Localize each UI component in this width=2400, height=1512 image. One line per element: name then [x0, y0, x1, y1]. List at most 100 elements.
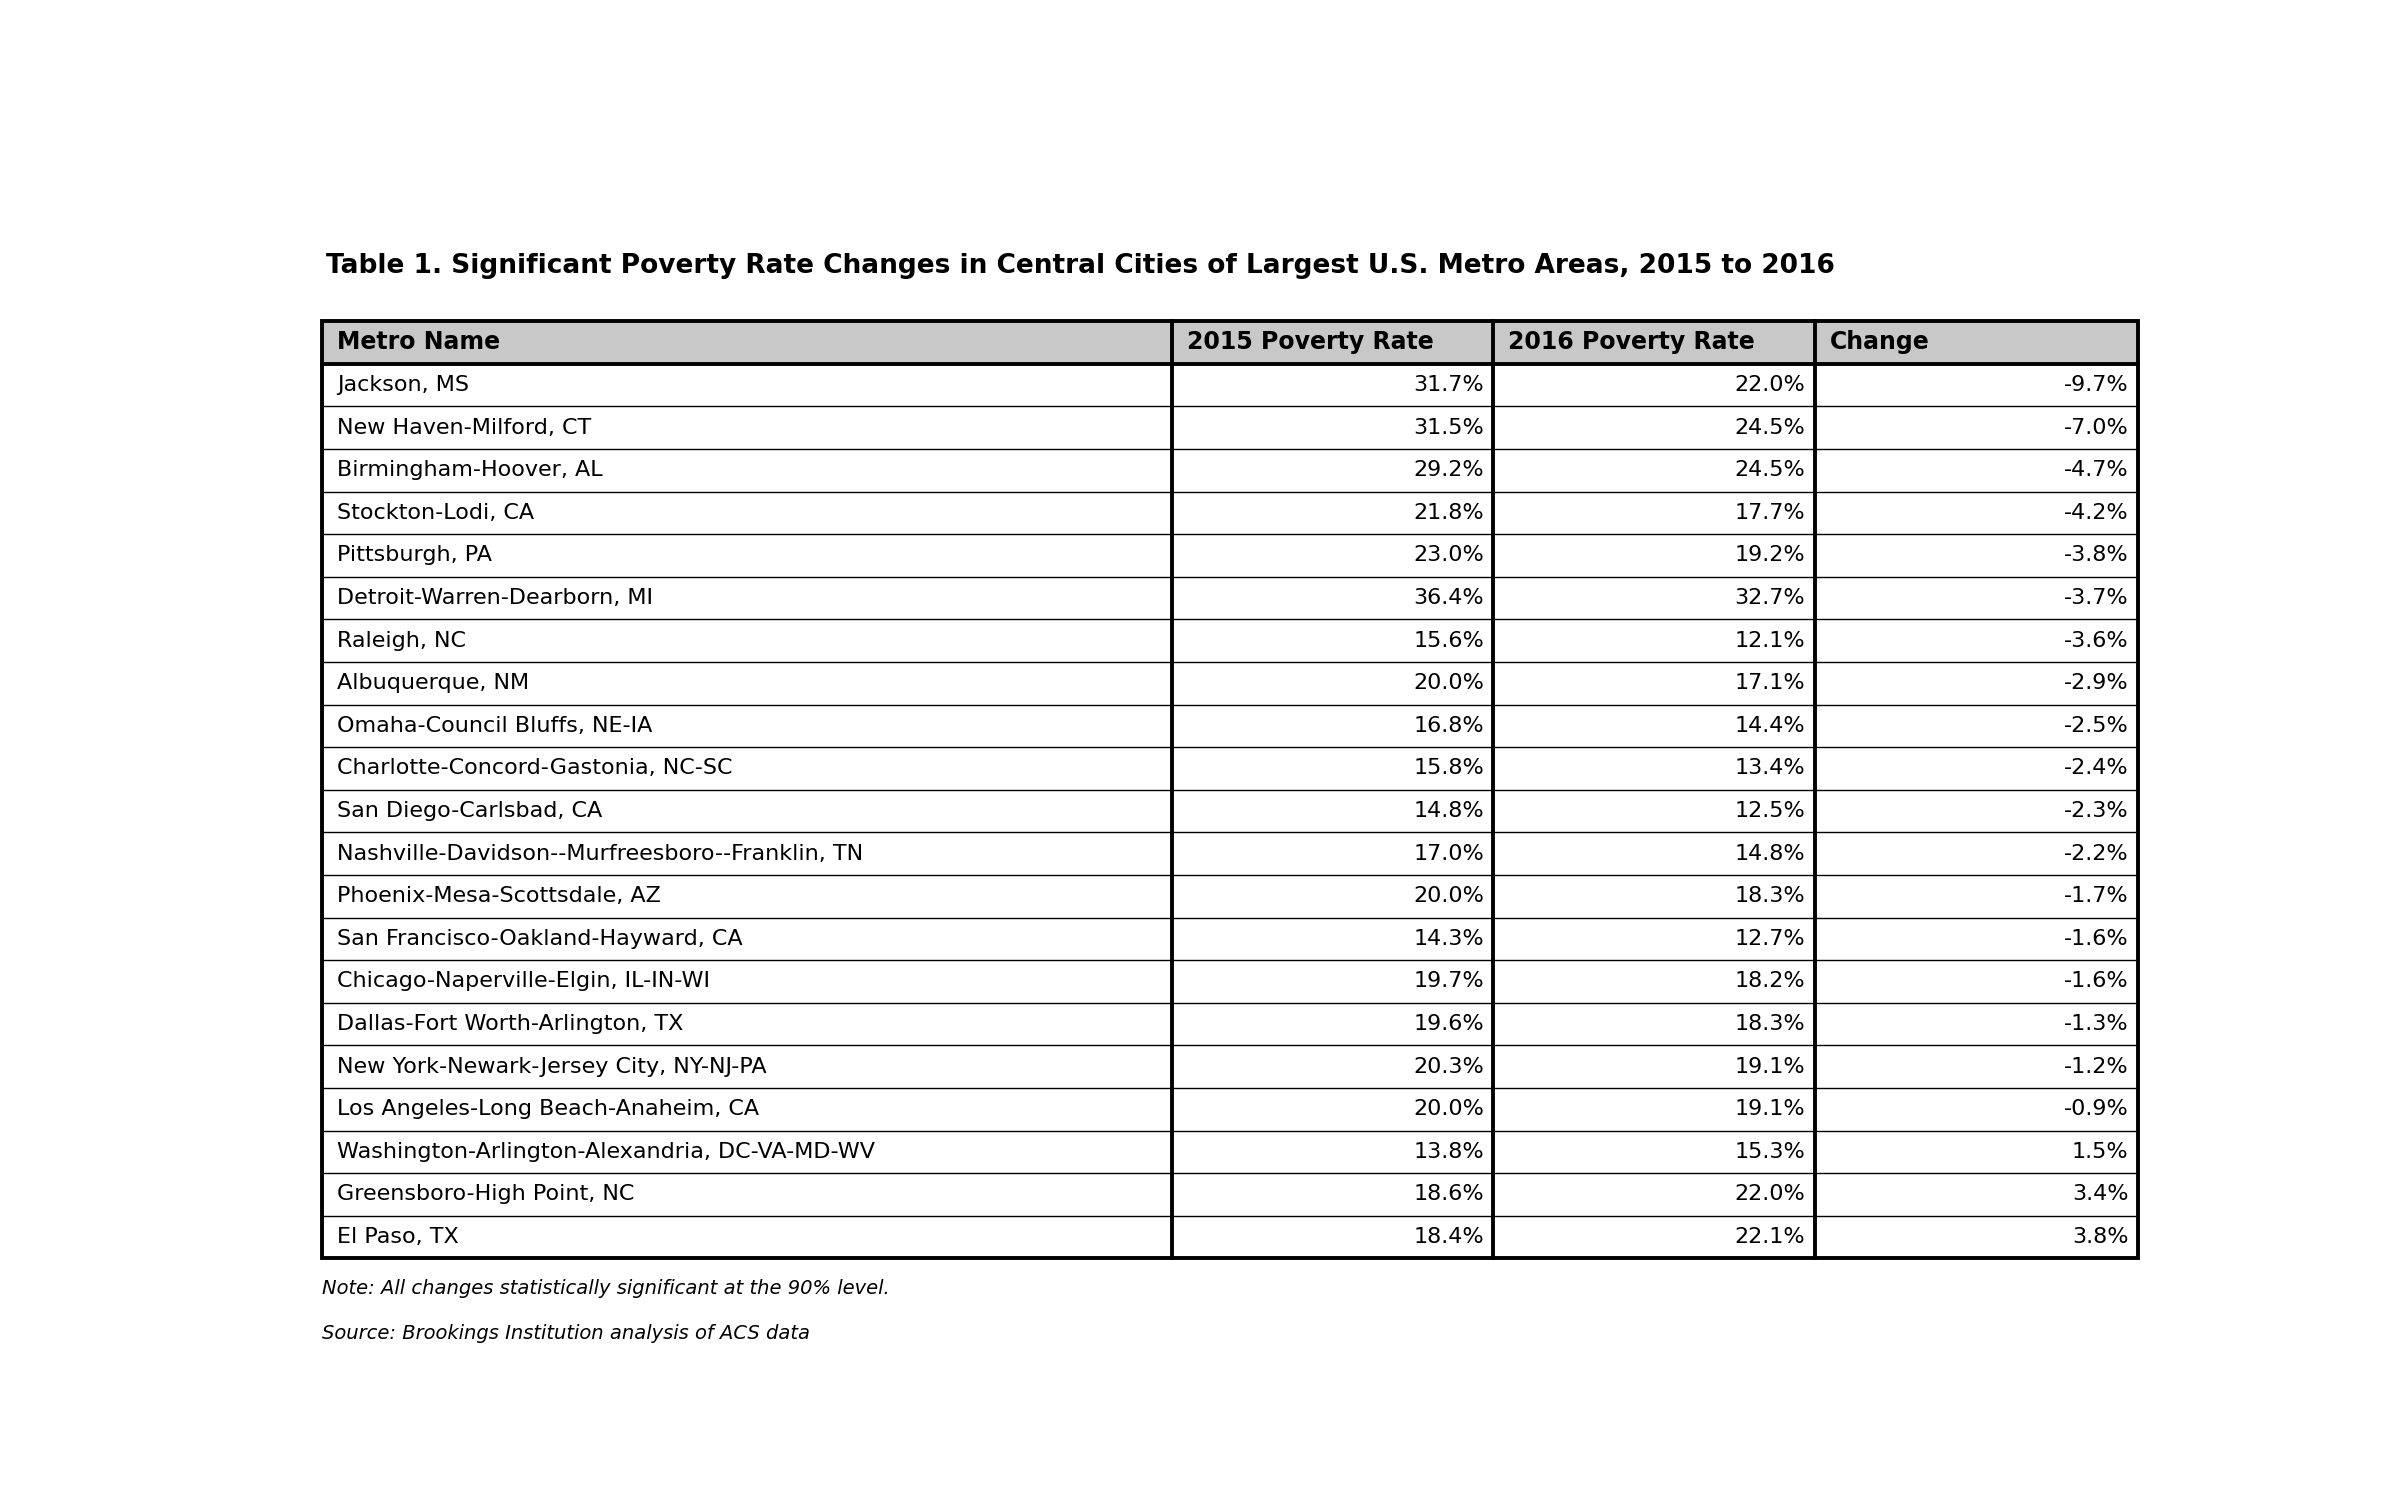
Bar — [322, 364, 2138, 407]
Text: -3.6%: -3.6% — [2064, 631, 2129, 650]
Bar — [322, 662, 2138, 705]
Text: -4.2%: -4.2% — [2064, 503, 2129, 523]
Text: San Diego-Carlsbad, CA: San Diego-Carlsbad, CA — [336, 801, 602, 821]
Text: Source: Brookings Institution analysis of ACS data: Source: Brookings Institution analysis o… — [322, 1323, 811, 1343]
Text: 21.8%: 21.8% — [1414, 503, 1483, 523]
Text: 36.4%: 36.4% — [1414, 588, 1483, 608]
Bar — [322, 534, 2138, 576]
Text: 3.4%: 3.4% — [2071, 1184, 2129, 1205]
Text: -0.9%: -0.9% — [2064, 1099, 2129, 1119]
Text: 16.8%: 16.8% — [1414, 715, 1483, 736]
Text: 20.0%: 20.0% — [1414, 673, 1483, 694]
Text: 14.3%: 14.3% — [1414, 928, 1483, 950]
Text: -2.2%: -2.2% — [2064, 844, 2129, 863]
Text: 13.4%: 13.4% — [1735, 759, 1805, 779]
Text: 17.0%: 17.0% — [1414, 844, 1483, 863]
Text: 14.8%: 14.8% — [1414, 801, 1483, 821]
Text: New York-Newark-Jersey City, NY-NJ-PA: New York-Newark-Jersey City, NY-NJ-PA — [336, 1057, 768, 1077]
Text: New Haven-Milford, CT: New Haven-Milford, CT — [336, 417, 590, 437]
Bar — [322, 321, 2138, 364]
Bar — [322, 620, 2138, 662]
Text: -2.3%: -2.3% — [2064, 801, 2129, 821]
Bar — [322, 576, 2138, 620]
Text: 22.0%: 22.0% — [1735, 1184, 1805, 1205]
Text: -7.0%: -7.0% — [2064, 417, 2129, 437]
Text: -1.6%: -1.6% — [2064, 928, 2129, 950]
Text: 14.8%: 14.8% — [1735, 844, 1805, 863]
Text: Metro Name: Metro Name — [336, 331, 499, 354]
Text: 17.7%: 17.7% — [1735, 503, 1805, 523]
Bar — [322, 1131, 2138, 1173]
Text: -2.5%: -2.5% — [2064, 715, 2129, 736]
Text: 17.1%: 17.1% — [1735, 673, 1805, 694]
Text: -3.8%: -3.8% — [2064, 546, 2129, 565]
Text: 2015 Poverty Rate: 2015 Poverty Rate — [1186, 331, 1433, 354]
Text: Table 1. Significant Poverty Rate Changes in Central Cities of Largest U.S. Metr: Table 1. Significant Poverty Rate Change… — [326, 253, 1836, 278]
Text: Greensboro-High Point, NC: Greensboro-High Point, NC — [336, 1184, 634, 1205]
Text: 19.7%: 19.7% — [1414, 971, 1483, 992]
Text: -2.9%: -2.9% — [2064, 673, 2129, 694]
Text: -1.2%: -1.2% — [2064, 1057, 2129, 1077]
Bar — [322, 1089, 2138, 1131]
Bar — [322, 747, 2138, 789]
Text: 20.0%: 20.0% — [1414, 1099, 1483, 1119]
Bar — [322, 1002, 2138, 1045]
Text: 18.2%: 18.2% — [1735, 971, 1805, 992]
Text: -1.6%: -1.6% — [2064, 971, 2129, 992]
Text: 19.2%: 19.2% — [1735, 546, 1805, 565]
Bar — [322, 832, 2138, 875]
Text: 18.3%: 18.3% — [1735, 1015, 1805, 1034]
Text: Los Angeles-Long Beach-Anaheim, CA: Los Angeles-Long Beach-Anaheim, CA — [336, 1099, 758, 1119]
Bar — [322, 1173, 2138, 1216]
Text: 15.6%: 15.6% — [1414, 631, 1483, 650]
Text: Albuquerque, NM: Albuquerque, NM — [336, 673, 530, 694]
Bar — [322, 705, 2138, 747]
Text: 31.5%: 31.5% — [1414, 417, 1483, 437]
Bar — [322, 407, 2138, 449]
Text: 12.7%: 12.7% — [1735, 928, 1805, 950]
Text: 22.1%: 22.1% — [1735, 1228, 1805, 1247]
Bar — [322, 1216, 2138, 1258]
Text: 19.1%: 19.1% — [1735, 1057, 1805, 1077]
Text: 14.4%: 14.4% — [1735, 715, 1805, 736]
Text: 15.8%: 15.8% — [1414, 759, 1483, 779]
Text: -3.7%: -3.7% — [2064, 588, 2129, 608]
Text: 12.1%: 12.1% — [1735, 631, 1805, 650]
Bar — [322, 918, 2138, 960]
Text: Omaha-Council Bluffs, NE-IA: Omaha-Council Bluffs, NE-IA — [336, 715, 653, 736]
Text: 20.3%: 20.3% — [1414, 1057, 1483, 1077]
Text: 22.0%: 22.0% — [1735, 375, 1805, 395]
Text: -2.4%: -2.4% — [2064, 759, 2129, 779]
Text: 18.6%: 18.6% — [1414, 1184, 1483, 1205]
Text: -1.3%: -1.3% — [2064, 1015, 2129, 1034]
Text: 18.3%: 18.3% — [1735, 886, 1805, 906]
Text: 31.7%: 31.7% — [1414, 375, 1483, 395]
Text: Nashville-Davidson--Murfreesboro--Franklin, TN: Nashville-Davidson--Murfreesboro--Frankl… — [336, 844, 864, 863]
Bar — [322, 491, 2138, 534]
Text: Detroit-Warren-Dearborn, MI: Detroit-Warren-Dearborn, MI — [336, 588, 653, 608]
Text: 29.2%: 29.2% — [1414, 460, 1483, 481]
Text: 18.4%: 18.4% — [1414, 1228, 1483, 1247]
Bar — [322, 1045, 2138, 1089]
Bar — [322, 960, 2138, 1002]
Text: 15.3%: 15.3% — [1735, 1142, 1805, 1161]
Text: Dallas-Fort Worth-Arlington, TX: Dallas-Fort Worth-Arlington, TX — [336, 1015, 684, 1034]
Text: San Francisco-Oakland-Hayward, CA: San Francisco-Oakland-Hayward, CA — [336, 928, 744, 950]
Text: -4.7%: -4.7% — [2064, 460, 2129, 481]
Bar — [322, 875, 2138, 918]
Text: 19.1%: 19.1% — [1735, 1099, 1805, 1119]
Text: Washington-Arlington-Alexandria, DC-VA-MD-WV: Washington-Arlington-Alexandria, DC-VA-M… — [336, 1142, 876, 1161]
Text: Pittsburgh, PA: Pittsburgh, PA — [336, 546, 492, 565]
Text: -9.7%: -9.7% — [2064, 375, 2129, 395]
Text: 24.5%: 24.5% — [1735, 417, 1805, 437]
Text: 23.0%: 23.0% — [1414, 546, 1483, 565]
Text: Charlotte-Concord-Gastonia, NC-SC: Charlotte-Concord-Gastonia, NC-SC — [336, 759, 732, 779]
Text: 2016 Poverty Rate: 2016 Poverty Rate — [1507, 331, 1754, 354]
Text: 13.8%: 13.8% — [1414, 1142, 1483, 1161]
Text: 19.6%: 19.6% — [1414, 1015, 1483, 1034]
Text: Phoenix-Mesa-Scottsdale, AZ: Phoenix-Mesa-Scottsdale, AZ — [336, 886, 660, 906]
Text: Birmingham-Hoover, AL: Birmingham-Hoover, AL — [336, 460, 602, 481]
Text: 3.8%: 3.8% — [2071, 1228, 2129, 1247]
Text: 20.0%: 20.0% — [1414, 886, 1483, 906]
Text: Raleigh, NC: Raleigh, NC — [336, 631, 466, 650]
